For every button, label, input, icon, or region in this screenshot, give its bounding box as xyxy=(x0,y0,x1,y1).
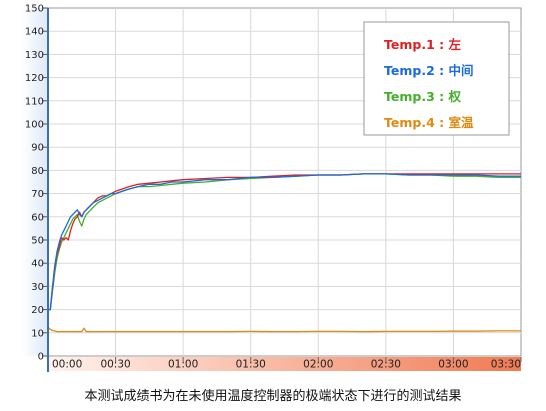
x-tick-label: 00:00 xyxy=(52,359,82,371)
y-tick-label: 60 xyxy=(31,212,44,223)
x-tick-label: 03:30 xyxy=(491,359,521,371)
y-axis-band xyxy=(22,8,48,356)
y-tick-label: 0 xyxy=(38,352,44,363)
y-tick-label: 80 xyxy=(31,166,44,177)
legend-entry-4: Temp.4 : 室温 xyxy=(384,115,474,130)
x-tick-label: 01:00 xyxy=(168,359,198,371)
legend-entry-3: Temp.3 : 权 xyxy=(384,89,461,104)
y-axis-ticks: 0 10 20 30 40 50 60 70 80 90 100 110 120 130 140 150 xyxy=(25,4,48,363)
y-tick-label: 30 xyxy=(31,282,44,293)
figure-caption: 本测试成绩书为在未使用温度控制器的极端状态下进行的测试结果 xyxy=(84,389,462,404)
series-lines xyxy=(47,173,521,333)
x-tick-label: 00:30 xyxy=(100,359,130,371)
x-axis-band xyxy=(48,357,521,371)
y-tick-label: 100 xyxy=(25,120,44,131)
y-tick-label: 90 xyxy=(31,143,44,154)
y-tick-label: 130 xyxy=(25,50,44,61)
series-line-4 xyxy=(47,326,521,333)
y-tick-label: 20 xyxy=(31,305,44,316)
temperature-line-chart: 0 10 20 30 40 50 60 70 80 90 100 110 120 130 140 150 00… xyxy=(22,4,522,372)
y-tick-label: 10 xyxy=(31,328,44,339)
legend-entry-1: Temp.1 : 左 xyxy=(384,37,461,52)
x-tick-label: 02:00 xyxy=(303,359,333,371)
legend-entry-2: Temp.2 : 中间 xyxy=(384,63,473,78)
y-tick-label: 110 xyxy=(25,96,44,107)
y-tick-label: 70 xyxy=(31,189,44,200)
x-tick-label: 03:00 xyxy=(438,359,468,371)
legend: Temp.1 : 左 Temp.2 : 中间 Temp.3 : 权 Temp.4 : … xyxy=(363,21,510,136)
y-tick-label: 140 xyxy=(25,27,44,38)
y-tick-label: 120 xyxy=(25,73,44,84)
y-tick-label: 150 xyxy=(25,4,44,15)
x-tick-label: 02:30 xyxy=(371,359,401,371)
x-tick-label: 01:30 xyxy=(236,359,266,371)
series-line-2 xyxy=(48,173,521,311)
legend-box xyxy=(363,21,510,136)
x-axis-ticks: 00:00 00:30 01:00 01:30 02:00 02:30 03:00 03:30 xyxy=(47,357,522,371)
y-tick-label: 40 xyxy=(31,259,44,270)
y-tick-label: 50 xyxy=(31,236,44,247)
